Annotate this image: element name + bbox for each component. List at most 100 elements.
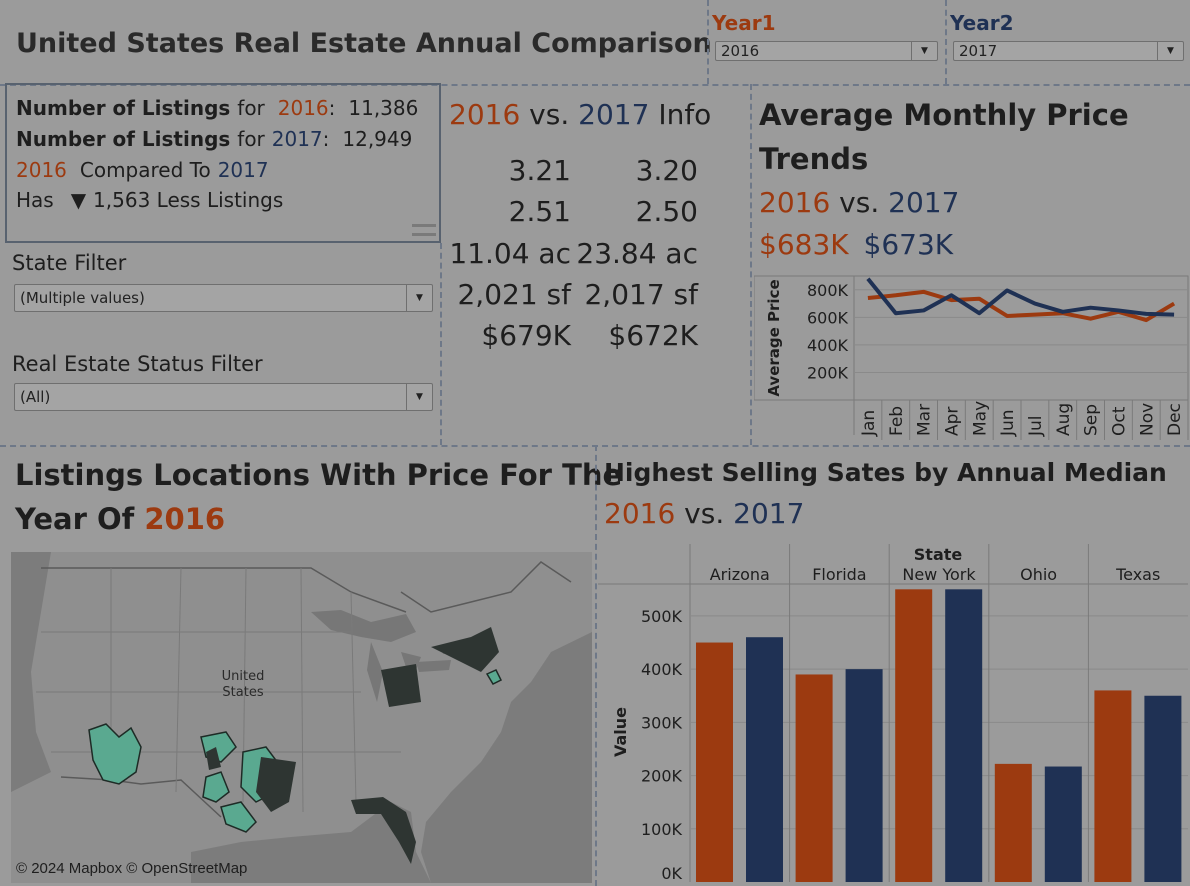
- listings-compare-line: 2016 Compared To 2017: [16, 158, 269, 182]
- info-value-year2: $672K: [608, 319, 698, 352]
- y-tick-label: 0K: [661, 864, 682, 883]
- year2-text: 2017: [733, 497, 805, 530]
- year2-text: 2017: [578, 98, 650, 131]
- chevron-down-icon[interactable]: ▼: [406, 384, 432, 410]
- bar-2016: [994, 763, 1032, 882]
- listings-label: Number of Listings: [16, 127, 231, 151]
- year2-text: 2017: [888, 186, 960, 219]
- state-median-bar-chart: State 0K 100K 200K 300K 400K 500K Value Arizona F…: [598, 544, 1188, 883]
- y-tick-label: 400K: [807, 336, 849, 355]
- trends-years: 2016 vs. 2017: [759, 186, 959, 219]
- trends-title-line1: Average Monthly Price: [759, 98, 1129, 132]
- divider: [0, 84, 1190, 86]
- country-label: States: [222, 685, 263, 700]
- chevron-down-icon[interactable]: ▼: [1157, 42, 1183, 60]
- info-value-year1: 2.51: [508, 195, 571, 228]
- x-tick-label: Apr: [942, 407, 962, 436]
- category-label: Texas: [1115, 565, 1160, 584]
- year1-text: 2016: [604, 497, 676, 530]
- bar-2016: [895, 589, 933, 882]
- y-axis-title: Average Price: [765, 279, 783, 396]
- divider: [707, 0, 709, 84]
- x-tick-label: Nov: [1137, 403, 1157, 436]
- year1-text: 2016: [277, 96, 329, 120]
- year2-text: 2017: [271, 127, 323, 151]
- vs-text: vs.: [529, 98, 570, 131]
- category-label: Arizona: [710, 565, 770, 584]
- bar-2017: [845, 669, 883, 882]
- info-title: 2016 vs. 2017 Info: [449, 98, 711, 131]
- status-filter-value: (All): [20, 388, 51, 406]
- for-text: for: [237, 127, 265, 151]
- year2-text: 2017: [217, 158, 269, 182]
- state-filter-select[interactable]: (Multiple values) ▼: [14, 284, 433, 312]
- dashboard-title: United States Real Estate Annual Compari…: [16, 28, 712, 59]
- info-value-year1: $679K: [481, 319, 571, 352]
- listings-count-year1: 11,386: [348, 96, 419, 120]
- has-text: Has: [16, 188, 54, 212]
- y-tick-label: 600K: [807, 308, 849, 327]
- y-tick-label: 500K: [641, 607, 683, 626]
- x-tick-label: Jan: [859, 410, 879, 437]
- x-tick-label: Oct: [1109, 406, 1129, 436]
- year2-label: Year2: [950, 11, 1014, 35]
- year1-text: 2016: [16, 158, 67, 182]
- for-text: for: [237, 96, 265, 120]
- divider: [595, 445, 597, 886]
- us-map-graphic: United States: [11, 552, 592, 883]
- bar-2017: [1144, 695, 1182, 882]
- listings-map[interactable]: United States © 2024 Mapbox © OpenStreet…: [11, 552, 592, 883]
- divider: [945, 0, 947, 84]
- bar-2017: [746, 637, 783, 882]
- y-axis-title: Value: [611, 707, 630, 757]
- year1-select-value: 2016: [721, 42, 760, 60]
- x-tick-label: Aug: [1054, 403, 1074, 436]
- info-row: 2,021 sf 2,017 sf: [446, 278, 706, 311]
- info-row: 3.21 3.20: [446, 154, 706, 187]
- map-attribution[interactable]: © 2024 Mapbox © OpenStreetMap: [16, 860, 248, 877]
- category-label: Ohio: [1020, 565, 1057, 584]
- year1-text: 2016: [144, 502, 226, 536]
- year1-label: Year1: [712, 11, 776, 35]
- trends-averages: $683K $673K: [759, 228, 953, 261]
- divider: [440, 243, 442, 445]
- listings-count-year2: 12,949: [342, 127, 413, 151]
- series-line-2017: [866, 277, 1175, 317]
- average-price-year2: $673K: [863, 228, 954, 261]
- category-label: New York: [902, 565, 976, 584]
- x-tick-label: Dec: [1165, 403, 1185, 436]
- column-header: State: [914, 545, 963, 564]
- info-value-year1: 3.21: [508, 154, 571, 187]
- map-title-line2: Year Of 2016: [15, 502, 225, 536]
- status-filter-select[interactable]: (All) ▼: [14, 383, 433, 411]
- bar-2016: [696, 642, 733, 882]
- bars-years: 2016 vs. 2017: [604, 497, 804, 530]
- average-price-line-chart: 200K 400K 600K 800K Average Price Jan Feb Mar Ap…: [754, 275, 1189, 440]
- y-tick-label: 300K: [641, 713, 683, 732]
- average-price-year1: $683K: [759, 228, 849, 261]
- chevron-down-icon[interactable]: ▼: [911, 42, 937, 60]
- vs-text: vs.: [684, 497, 725, 530]
- x-tick-label: Jul: [1026, 415, 1046, 437]
- info-row: 2.51 2.50: [446, 195, 706, 228]
- x-tick-label: Feb: [887, 406, 907, 436]
- x-tick-label: Sep: [1082, 404, 1102, 436]
- divider: [750, 84, 752, 445]
- info-value-year2: 2.50: [635, 195, 698, 228]
- resize-handle-icon[interactable]: [412, 224, 436, 236]
- listings-line-year1: Number of Listings for 2016: 11,386: [16, 96, 419, 120]
- y-tick-label: 100K: [641, 820, 683, 839]
- x-tick-label: May: [970, 401, 990, 436]
- series-line-2016: [867, 289, 1176, 323]
- year1-text: 2016: [449, 98, 521, 131]
- bars-title: Highest Selling Sates by Annual Median: [604, 458, 1167, 487]
- bar-2017: [945, 589, 983, 882]
- y-tick-label: 400K: [641, 660, 683, 679]
- year2-select[interactable]: 2017 ▼: [953, 41, 1184, 61]
- status-filter-label: Real Estate Status Filter: [12, 352, 263, 376]
- map-title-prefix: Year Of: [15, 502, 135, 536]
- compared-to-text: Compared To: [79, 158, 211, 182]
- y-tick-label: 200K: [807, 363, 849, 382]
- chevron-down-icon[interactable]: ▼: [406, 285, 432, 311]
- year1-select[interactable]: 2016 ▼: [715, 41, 938, 61]
